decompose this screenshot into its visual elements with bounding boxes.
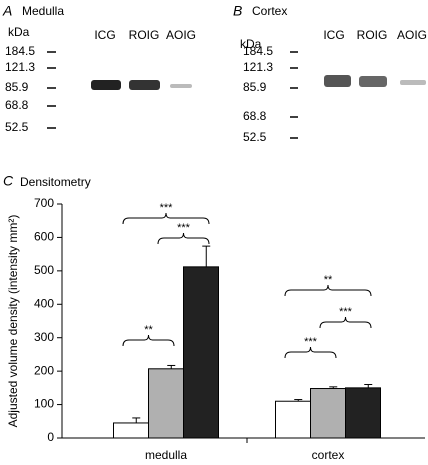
bracket	[284, 346, 337, 359]
marker-label: 68.8	[5, 98, 29, 112]
chart-title: Densitometry	[20, 175, 91, 189]
bar	[345, 387, 381, 439]
lane-label: ICG	[323, 28, 344, 42]
unit-label: kDa	[8, 25, 30, 39]
bracket	[157, 232, 210, 245]
y-tick-label: 700	[34, 196, 54, 210]
marker-label: 52.5	[5, 120, 29, 134]
y-tick-label: 500	[34, 263, 54, 277]
bracket	[122, 334, 175, 347]
y-tick-label: 100	[34, 397, 54, 411]
significance: ***	[304, 336, 318, 348]
bar	[113, 422, 149, 439]
marker-label: 68.8	[243, 109, 267, 123]
bracket	[284, 284, 372, 297]
panel-label: B	[233, 3, 242, 19]
y-axis-title: Adjusted volume density (intensity mm²)	[6, 215, 20, 428]
lane-label: ROIG	[129, 28, 160, 42]
x-tick-label: cortex	[312, 448, 345, 462]
marker-label: 85.9	[5, 80, 29, 94]
blot-a	[91, 80, 192, 90]
marker-label: 184.5	[5, 44, 35, 58]
panel-label: C	[3, 173, 14, 189]
significance: **	[144, 324, 153, 336]
y-tick-label: 400	[34, 296, 54, 310]
unit-label: kDa	[240, 37, 262, 51]
significance: **	[324, 274, 333, 286]
x-tick-label: medulla	[145, 448, 187, 462]
bar	[310, 388, 346, 439]
lane-label: AOIG	[397, 28, 427, 42]
bar	[148, 368, 184, 439]
blot-b	[324, 75, 426, 87]
blot-title: Cortex	[252, 4, 287, 18]
marker-label: 184.5	[243, 44, 273, 58]
marker-label: 121.3	[243, 60, 273, 74]
blot-title: Medulla	[22, 4, 64, 18]
y-tick-label: 0	[47, 430, 54, 444]
significance: ***	[177, 222, 191, 234]
bracket	[319, 316, 372, 329]
panel-label: A	[2, 3, 12, 19]
lane-label: AOIG	[166, 28, 196, 42]
bar	[183, 266, 219, 439]
lane-label: ICG	[94, 28, 115, 42]
y-tick-label: 600	[34, 230, 54, 244]
y-tick-label: 300	[34, 330, 54, 344]
bar	[275, 400, 311, 439]
significance: ***	[160, 202, 174, 214]
marker-label: 85.9	[243, 80, 267, 94]
significance: ***	[339, 306, 353, 318]
lane-label: ROIG	[357, 28, 388, 42]
y-tick-label: 200	[34, 363, 54, 377]
marker-label: 121.3	[5, 60, 35, 74]
marker-label: 52.5	[243, 130, 267, 144]
bracket	[122, 212, 210, 225]
